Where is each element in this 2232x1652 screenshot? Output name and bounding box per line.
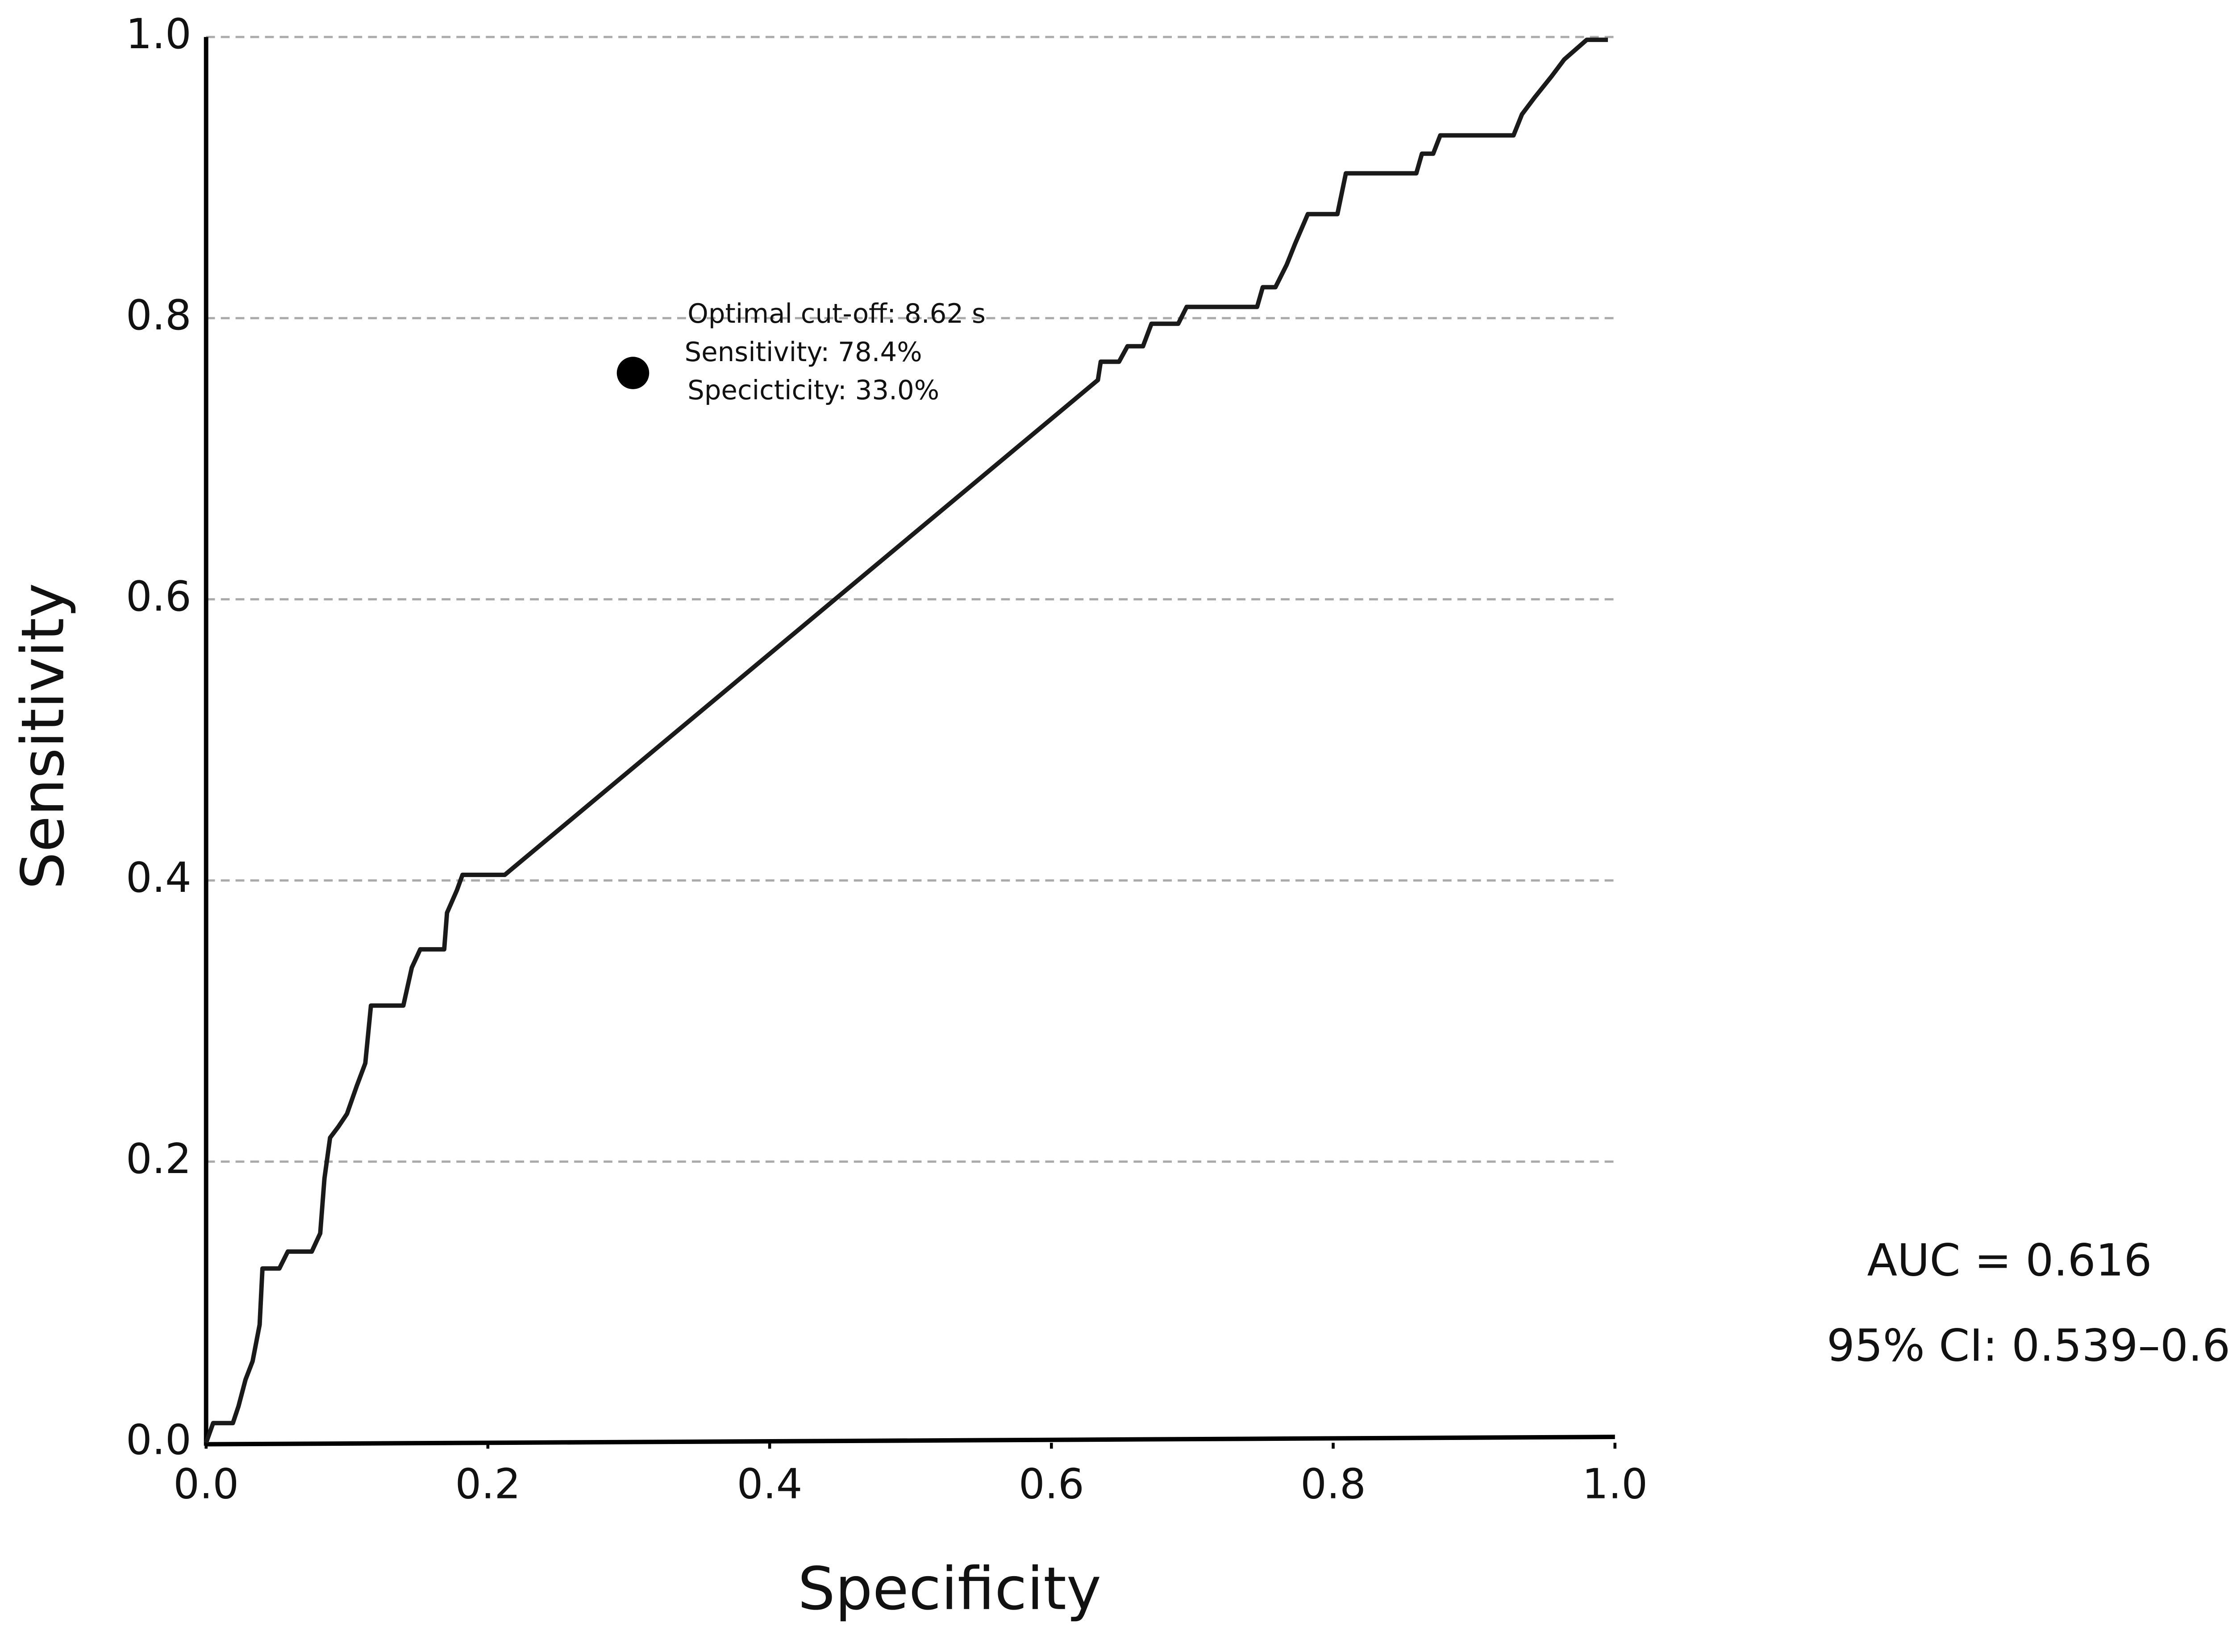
x-tick-label: 0.6 — [1019, 1460, 1084, 1508]
x-tick-label: 1.0 — [1582, 1460, 1648, 1508]
optimal-point-label: Optimal cut-off: 8.62 s — [687, 298, 986, 329]
optimal-point — [616, 357, 650, 389]
auc-annotation: AUC = 0.616 — [1867, 1235, 2152, 1286]
y-tick-label: 0.2 — [126, 1135, 192, 1183]
x-tick-label: 0.4 — [737, 1460, 803, 1508]
y-tick-label: 0.0 — [126, 1416, 192, 1464]
y-tick-label: 0.6 — [126, 572, 192, 620]
x-tick-label: 0.2 — [455, 1460, 521, 1508]
y-tick-label: 0.8 — [126, 291, 192, 339]
x-tick-label: 0.0 — [173, 1460, 239, 1508]
y-tick-label: 1.0 — [126, 10, 192, 58]
optimal-point-label: Sensitivity: 78.4% — [684, 337, 922, 367]
x-tick-label: 0.8 — [1300, 1460, 1366, 1508]
x-axis-label: Specificity — [798, 1555, 1101, 1623]
roc-curve — [204, 37, 1608, 1444]
y-axis-label: Sensitivity — [9, 583, 78, 890]
x-axis — [206, 1435, 1615, 1447]
ci-annotation: 95% CI: 0.539–0.693 — [1827, 1320, 2232, 1372]
optimal-point-label: Specicticity: 33.0% — [687, 375, 939, 406]
y-tick-label: 0.4 — [126, 853, 192, 902]
